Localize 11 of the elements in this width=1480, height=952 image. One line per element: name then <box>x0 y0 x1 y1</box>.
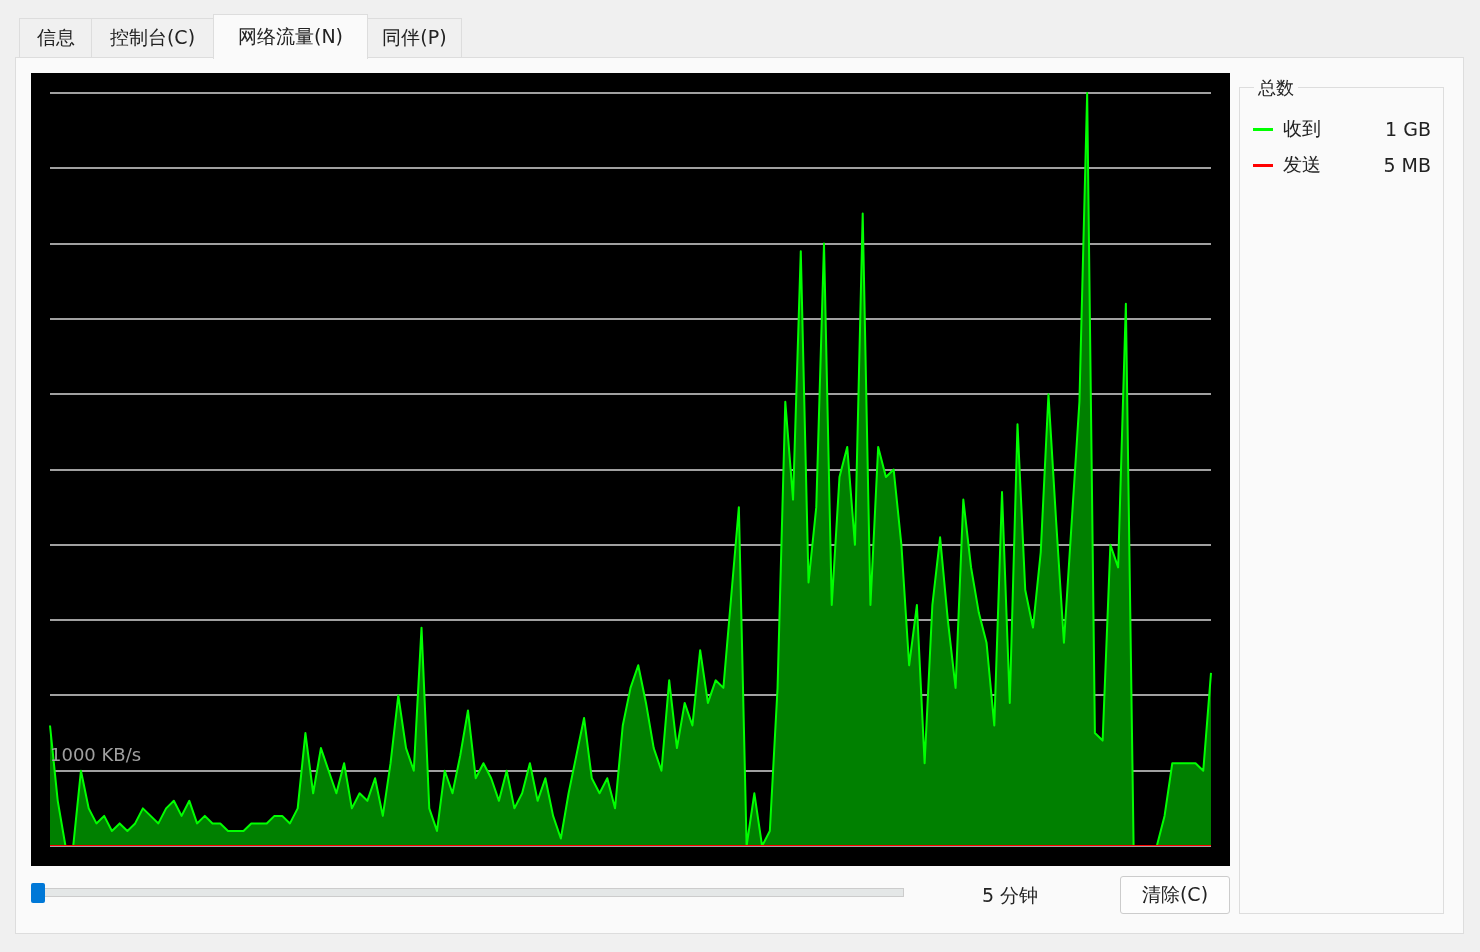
text: 1 GB <box>1385 118 1431 140</box>
text: 5 分钟 <box>982 883 1039 908</box>
legend-label: 收到 <box>1283 116 1321 141</box>
text: 5 MB <box>1383 154 1431 176</box>
text: 同伴(P) <box>367 18 462 57</box>
text: 信息 <box>19 18 93 57</box>
legend-label: 发送 <box>1283 152 1321 177</box>
text: 网络流量(N) <box>213 14 368 59</box>
legend-title: 总数 <box>1254 76 1298 100</box>
text: 清除(C) <box>1120 876 1230 914</box>
text: 控制台(C) <box>91 18 214 57</box>
